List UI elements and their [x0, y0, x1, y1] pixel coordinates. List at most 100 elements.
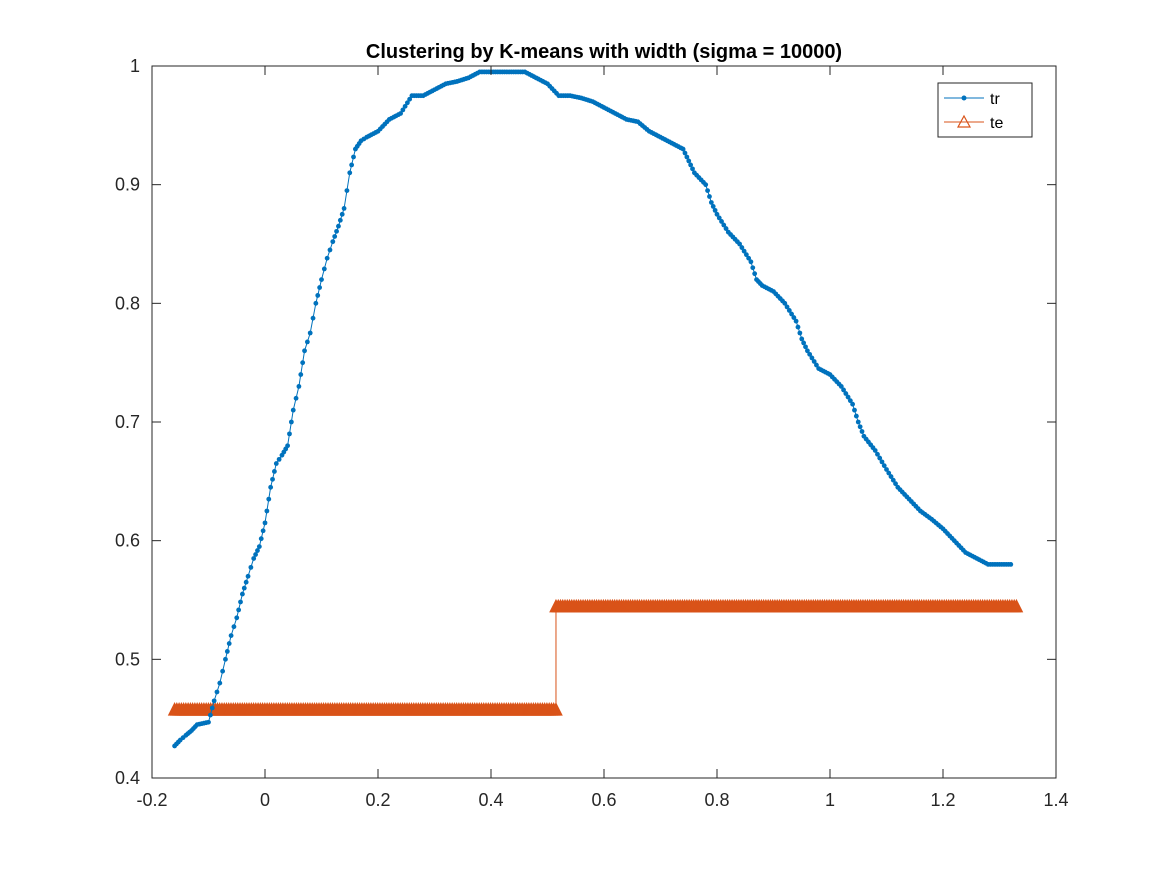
tr-point [684, 154, 690, 160]
tr-point [707, 194, 712, 199]
tr-point [838, 384, 844, 389]
tr-point [841, 387, 846, 393]
tr-point [690, 166, 695, 172]
legend-te-triangle-icon [956, 114, 972, 128]
tr-point [307, 330, 313, 336]
tr-point [207, 712, 213, 718]
tr-point [270, 476, 275, 482]
te-point [549, 702, 563, 716]
tr-point [888, 474, 894, 479]
tr-point [716, 215, 722, 221]
tr-point [797, 330, 803, 336]
te-point [1009, 598, 1024, 613]
tr-point [719, 219, 724, 224]
tr-point [847, 398, 853, 404]
tr-point [251, 556, 257, 561]
x-tick-label: 0 [260, 790, 270, 810]
tr-point [793, 318, 799, 324]
tr-point [236, 607, 242, 613]
tr-point [266, 496, 272, 502]
tr-point [217, 680, 223, 686]
tr-point [245, 573, 251, 579]
tr-point [258, 536, 264, 542]
tr-point [872, 448, 878, 453]
tr-point [334, 228, 339, 234]
tr-point [884, 467, 889, 472]
tr-point [321, 266, 327, 272]
tr-point [268, 484, 274, 490]
tr-point [850, 401, 855, 407]
tr-point [288, 419, 294, 425]
tr-point [782, 300, 788, 306]
tr-point [253, 552, 258, 557]
series-tr [172, 69, 1014, 749]
tr-point [737, 241, 742, 247]
tr-point [351, 154, 356, 160]
tr-point [682, 150, 688, 156]
tr-point [287, 431, 292, 437]
axes-box [151, 65, 1057, 779]
tr-point [890, 477, 896, 483]
y-tick-label: 0.5 [115, 649, 140, 669]
tr-point [404, 100, 410, 106]
tr-point [238, 599, 243, 605]
tr-point [241, 585, 247, 591]
tr-point [739, 245, 745, 250]
tr-point [206, 719, 211, 725]
tr-point [741, 248, 747, 254]
tr-point [243, 579, 249, 585]
tr-point [789, 311, 794, 317]
tr-point [807, 351, 813, 357]
tr-point [855, 419, 861, 425]
tr-point [214, 689, 220, 695]
tr-point [304, 339, 310, 345]
tr-point [228, 633, 234, 638]
tr-point [803, 344, 808, 350]
tr-point [234, 615, 240, 621]
tr-point [680, 146, 686, 152]
tr-point [748, 259, 754, 265]
tr-point [226, 641, 232, 646]
chart-title: Clustering by K-means with width (sigma … [366, 41, 842, 63]
y-tick-label: 1 [130, 56, 140, 76]
tr-point [344, 188, 350, 194]
tr-point [705, 188, 710, 194]
tr-point [302, 348, 307, 354]
legend-tr-label: tr [990, 91, 1000, 108]
tr-point [795, 324, 801, 330]
tr-point [327, 247, 333, 253]
tr-point [240, 591, 245, 597]
tr-point [879, 459, 885, 465]
tr-point [330, 239, 336, 245]
y-tick-label: 0.4 [115, 768, 140, 788]
tr-point [791, 315, 797, 320]
tr-point [853, 413, 859, 419]
x-tick-label: 0.8 [704, 790, 729, 810]
tr-point [752, 271, 758, 277]
tr-point [805, 348, 810, 354]
tr-point [893, 481, 898, 487]
tr-point [743, 252, 749, 258]
tr-point [886, 470, 892, 476]
tr-point [877, 455, 883, 461]
series-te [167, 598, 1024, 716]
tr-point [723, 226, 729, 231]
tr-point [262, 520, 268, 526]
tr-point [859, 429, 865, 434]
x-tick-label: 0.2 [365, 790, 390, 810]
tr-point [400, 107, 406, 113]
tr-point [260, 528, 266, 534]
x-tick-label: 1 [825, 790, 835, 810]
plot-area: -0.2 0 0.2 0.4 0.6 0.8 1 1.2 1.4 0.4 0.5 0.6 0.7 0.8… [115, 56, 1069, 810]
tr-point [319, 277, 324, 282]
tr-point [857, 424, 863, 430]
tr-point [293, 395, 299, 401]
tr-point [300, 360, 306, 366]
x-tick-label: 1.2 [930, 790, 955, 810]
tr-point [852, 407, 857, 413]
tr-point [298, 372, 304, 377]
tr-point [296, 384, 302, 389]
tr-point [402, 103, 408, 109]
tr-point [1008, 562, 1014, 567]
tr-point [799, 336, 805, 342]
